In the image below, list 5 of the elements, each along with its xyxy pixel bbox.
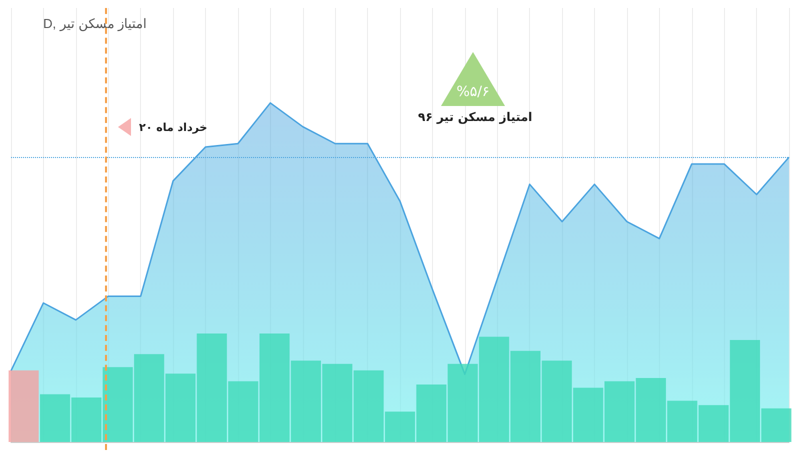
annotation: امتیاز مسکن تیر ۹۶ xyxy=(418,110,532,124)
text: %۵/۶ xyxy=(455,84,491,100)
annotation: ۲۰ خرداد ماه xyxy=(139,120,208,134)
chart-title: D, امتیاز مسکن تیر xyxy=(43,16,148,32)
bar xyxy=(8,370,39,442)
